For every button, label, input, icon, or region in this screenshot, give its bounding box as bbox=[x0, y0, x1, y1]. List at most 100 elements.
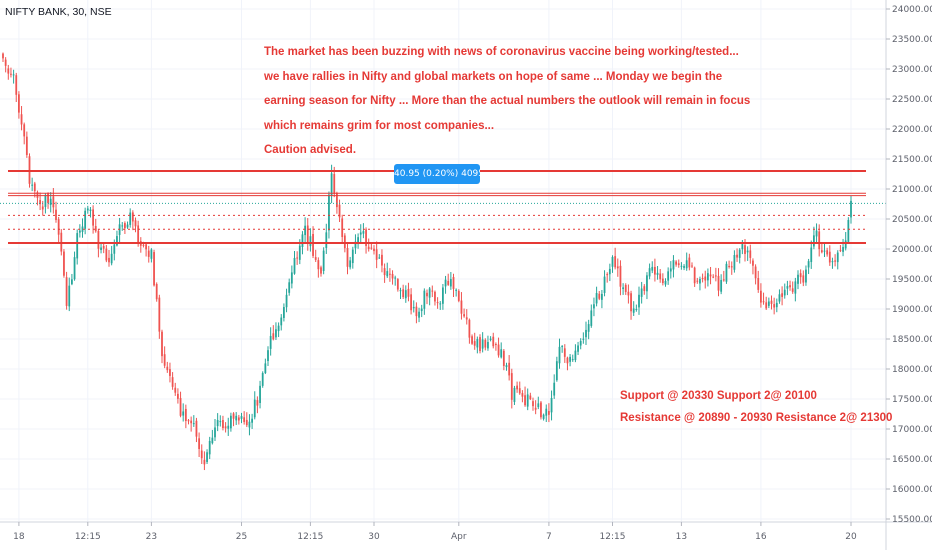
candle-body bbox=[463, 314, 465, 317]
candle-body bbox=[603, 276, 606, 293]
candle-body bbox=[322, 250, 325, 271]
candle-body bbox=[57, 219, 60, 235]
candle-body bbox=[259, 385, 261, 404]
candle-body bbox=[455, 289, 458, 291]
candle-body bbox=[484, 339, 487, 348]
candle-body bbox=[627, 291, 630, 296]
candle-body bbox=[492, 336, 495, 347]
candle-body bbox=[251, 418, 253, 423]
candle-body bbox=[595, 293, 598, 304]
candle-body bbox=[230, 415, 232, 429]
candle-body bbox=[707, 273, 709, 281]
candle-body bbox=[619, 265, 622, 287]
candle-body bbox=[479, 337, 481, 352]
candle-body bbox=[436, 302, 439, 304]
price-tick-label: 22000.00 bbox=[892, 125, 932, 135]
candle-body bbox=[722, 279, 725, 281]
candle-body bbox=[41, 206, 44, 210]
candle-body bbox=[836, 252, 839, 263]
candle-body bbox=[791, 288, 794, 292]
candle-body bbox=[288, 282, 291, 293]
candle-body bbox=[818, 231, 821, 250]
candle-body bbox=[460, 300, 463, 314]
candle-body bbox=[465, 317, 468, 320]
candle-body bbox=[200, 450, 203, 459]
candle-body bbox=[365, 229, 367, 247]
candle-body bbox=[439, 303, 442, 305]
candle-body bbox=[754, 266, 757, 279]
candle-body bbox=[760, 290, 762, 303]
candle-body bbox=[624, 284, 627, 292]
candle-body bbox=[428, 288, 431, 298]
candle-body bbox=[150, 249, 153, 259]
candle-body bbox=[444, 279, 447, 287]
candle-body bbox=[752, 260, 754, 266]
candle-body bbox=[219, 421, 222, 423]
candle-body bbox=[63, 251, 65, 276]
candle-body bbox=[757, 278, 760, 290]
candle-body bbox=[500, 349, 503, 358]
candle-body bbox=[10, 73, 12, 75]
candle-body bbox=[730, 266, 733, 268]
candle-body bbox=[378, 257, 381, 259]
candle-body bbox=[561, 346, 564, 348]
candle-body bbox=[767, 301, 770, 306]
candle-body bbox=[296, 257, 299, 259]
candle-body bbox=[174, 387, 177, 393]
candle-body bbox=[203, 459, 206, 465]
candle-body bbox=[142, 244, 145, 246]
candle-body bbox=[171, 377, 174, 387]
price-tick-label: 24000.00 bbox=[892, 5, 932, 15]
price-tick-label: 20500.00 bbox=[892, 215, 932, 225]
candle-body bbox=[105, 248, 108, 261]
candle-body bbox=[240, 416, 243, 419]
time-tick-label: 12:15 bbox=[75, 532, 101, 542]
candle-body bbox=[187, 420, 190, 422]
candle-body bbox=[190, 420, 193, 424]
candle-body bbox=[121, 225, 124, 227]
candle-body bbox=[346, 247, 349, 267]
price-tick-label: 19500.00 bbox=[892, 275, 932, 285]
candle-body bbox=[714, 275, 717, 277]
candle-body bbox=[31, 184, 34, 186]
candle-body bbox=[571, 359, 574, 361]
candle-body bbox=[608, 268, 611, 275]
candle-body bbox=[145, 244, 147, 250]
candle-body bbox=[529, 395, 532, 400]
candle-body bbox=[49, 198, 52, 205]
candle-body bbox=[18, 94, 20, 113]
candle-body bbox=[457, 290, 460, 301]
price-tick-label: 22500.00 bbox=[892, 95, 932, 105]
time-tick-label: 13 bbox=[676, 532, 687, 542]
candle-body bbox=[826, 250, 829, 255]
candle-body bbox=[518, 388, 521, 394]
commentary-line: The market has been buzzing with news of… bbox=[264, 46, 739, 58]
candle-body bbox=[394, 277, 397, 279]
candle-body bbox=[434, 291, 436, 302]
candle-body bbox=[169, 369, 171, 376]
candle-body bbox=[545, 408, 548, 416]
candle-body bbox=[579, 340, 582, 346]
candle-body bbox=[651, 266, 654, 271]
candle-body bbox=[497, 344, 500, 356]
candle-body bbox=[20, 114, 23, 125]
candle-body bbox=[399, 290, 402, 292]
candle-body bbox=[328, 194, 330, 231]
candle-body bbox=[116, 236, 118, 246]
candle-body bbox=[553, 382, 556, 396]
candle-body bbox=[161, 331, 163, 357]
candle-body bbox=[309, 236, 312, 247]
candle-body bbox=[844, 240, 847, 249]
candle-body bbox=[396, 279, 399, 290]
candle-body bbox=[47, 193, 49, 204]
time-tick-label: 12:15 bbox=[600, 532, 626, 542]
candle-body bbox=[534, 407, 537, 410]
candle-body bbox=[664, 280, 667, 285]
candle-body bbox=[667, 271, 670, 281]
measure-tag[interactable]: 40.95 (0.20%) 4095 bbox=[394, 164, 480, 184]
candle-body bbox=[839, 250, 842, 252]
candle-body bbox=[131, 212, 134, 222]
candle-body bbox=[92, 209, 94, 226]
